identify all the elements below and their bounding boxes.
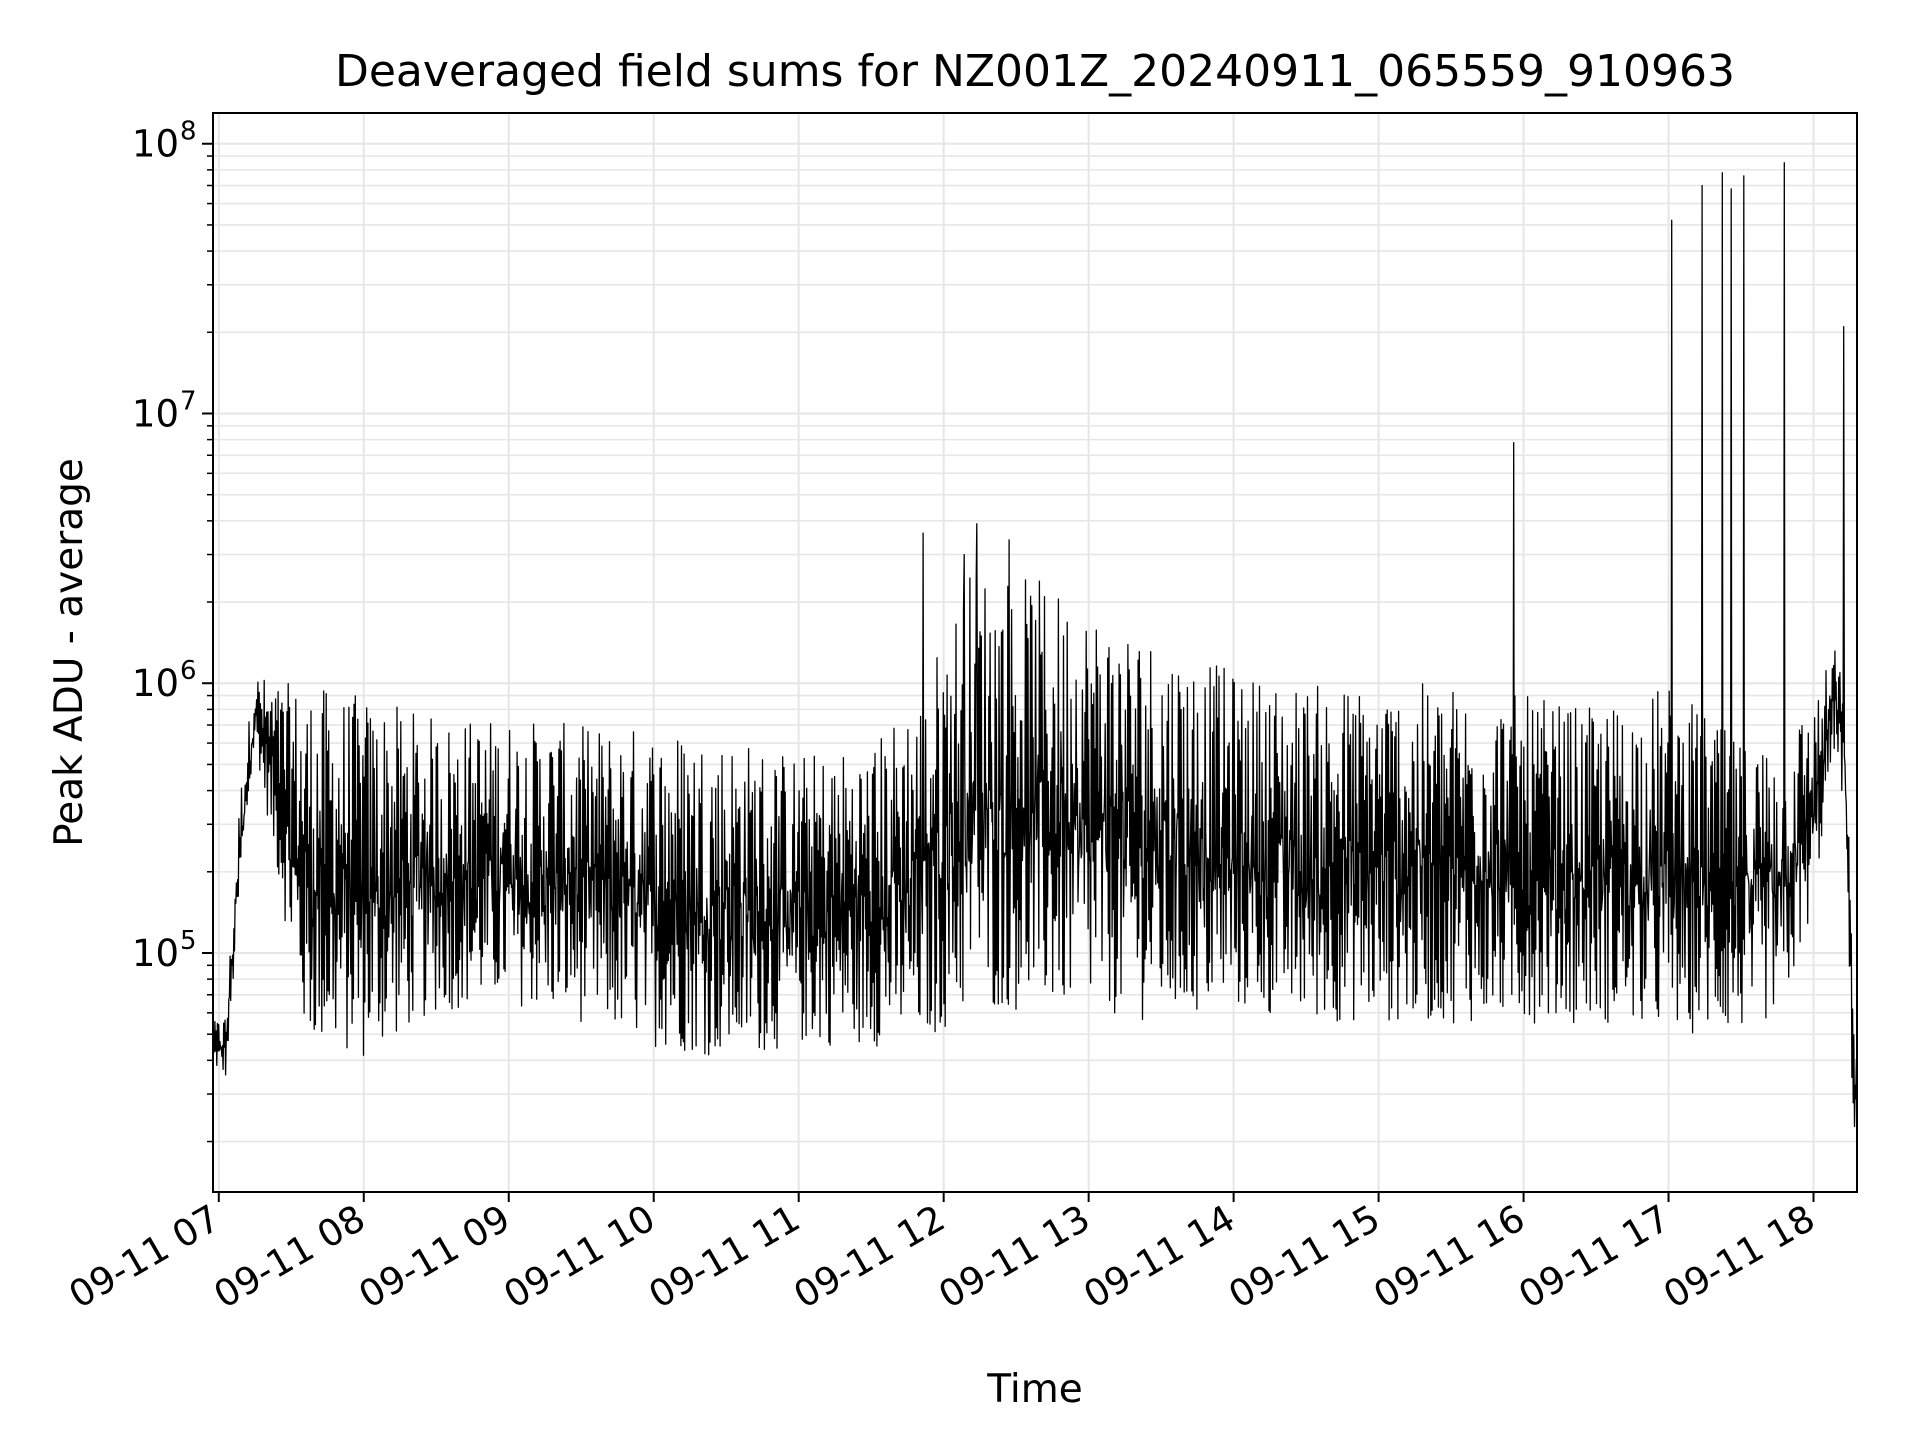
x-axis-label: Time [986,1367,1082,1412]
plot-frame [212,112,1858,1193]
y-tick-label: 10 [132,123,179,166]
y-axis-label: Peak ADU - average [47,458,92,847]
data-line [212,162,1858,1133]
y-tick-exponent: 8 [180,117,197,147]
data-line-series [212,162,1858,1133]
y-tick-label: 10 [132,662,179,705]
y-tick-label: 10 [132,932,179,975]
y-tick-exponent: 7 [180,386,197,416]
y-tick-exponent: 5 [180,926,197,956]
y-tick-exponent: 6 [180,656,197,686]
y-tick-label: 10 [132,392,179,435]
grid [213,113,1857,1192]
chart-title: Deaveraged field sums for NZ001Z_2024091… [335,46,1735,97]
